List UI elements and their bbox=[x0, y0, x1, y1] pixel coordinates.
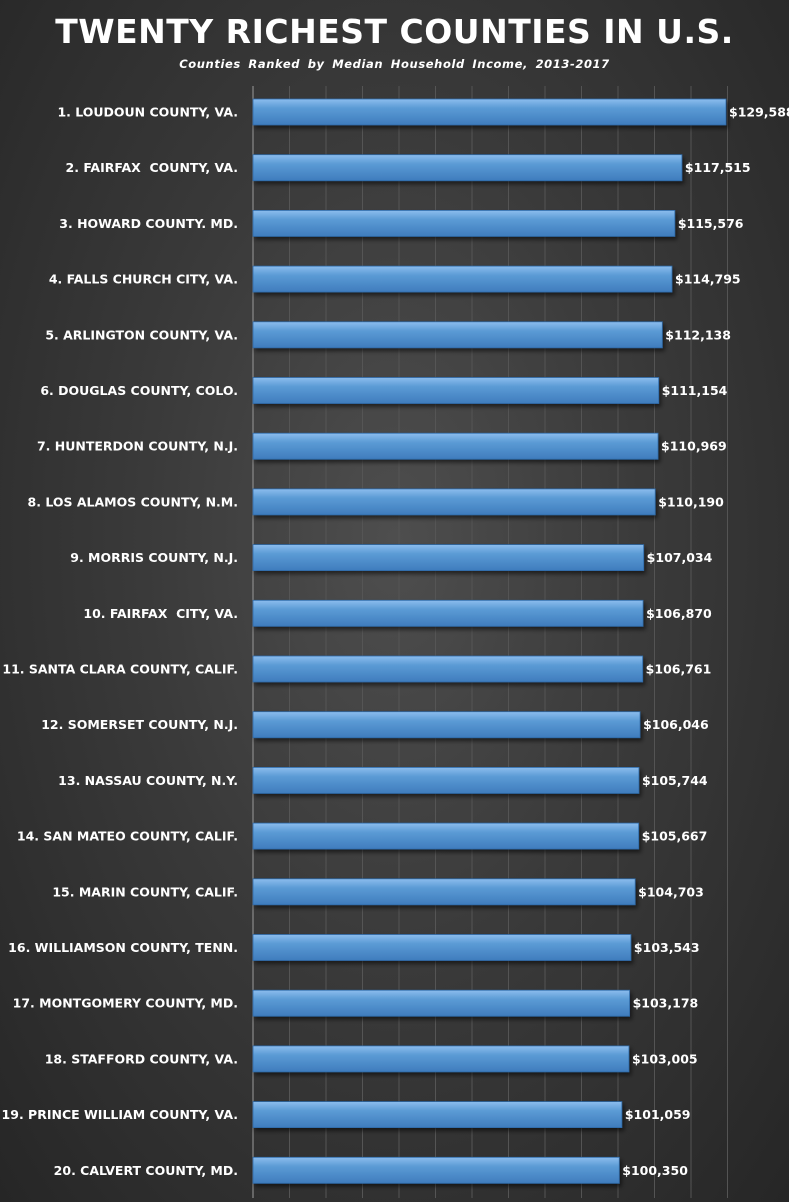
category-label: 12. SOMERSET COUNTY, N.J. bbox=[41, 717, 238, 732]
category-label: 9. MORRIS COUNTY, N.J. bbox=[70, 550, 238, 565]
value-label: $129,588 bbox=[729, 105, 789, 120]
value-label: $103,005 bbox=[632, 1051, 698, 1066]
bar bbox=[252, 432, 659, 460]
chart-title: TWENTY RICHEST COUNTIES IN U.S. bbox=[55, 12, 734, 51]
value-label: $110,969 bbox=[661, 439, 727, 454]
category-labels-group: 1. LOUDOUN COUNTY, VA. 2. FAIRFAX COUNTY,… bbox=[2, 105, 238, 1178]
category-label: 10. FAIRFAX CITY, VA. bbox=[83, 606, 238, 621]
gridlines bbox=[252, 86, 729, 1198]
category-label: 8. LOS ALAMOS COUNTY, N.M. bbox=[28, 494, 238, 509]
category-label: 5. ARLINGTON COUNTY, VA. bbox=[45, 327, 238, 342]
chart-subtitle: Counties Ranked by Median Household Inco… bbox=[179, 57, 610, 71]
bar bbox=[252, 544, 645, 571]
bar bbox=[252, 989, 631, 1017]
bar bbox=[252, 934, 632, 961]
bar bbox=[252, 98, 727, 126]
category-label: 3. HOWARD COUNTY. MD. bbox=[59, 216, 238, 231]
category-label: 1. LOUDOUN COUNTY, VA. bbox=[57, 105, 238, 120]
bar bbox=[252, 488, 656, 516]
value-label: $106,046 bbox=[643, 717, 709, 732]
bar bbox=[252, 599, 644, 627]
bar bbox=[252, 1156, 620, 1184]
value-label: $117,515 bbox=[685, 160, 751, 175]
value-label: $106,761 bbox=[646, 662, 712, 677]
value-label: $101,059 bbox=[625, 1107, 691, 1122]
value-label: $103,178 bbox=[633, 996, 699, 1011]
category-label: 15. MARIN COUNTY, CALIF. bbox=[52, 884, 238, 899]
value-label: $110,190 bbox=[658, 494, 724, 509]
category-label: 20. CALVERT COUNTY, MD. bbox=[54, 1163, 238, 1178]
bar bbox=[252, 822, 640, 850]
value-label: $104,703 bbox=[638, 884, 704, 899]
value-label: $105,667 bbox=[642, 829, 708, 844]
category-label: 17. MONTGOMERY COUNTY, MD. bbox=[13, 996, 238, 1011]
bar bbox=[252, 878, 636, 906]
bar bbox=[252, 1101, 623, 1128]
category-label: 6. DOUGLAS COUNTY, COLO. bbox=[40, 383, 238, 398]
bar bbox=[252, 711, 641, 739]
bar bbox=[252, 209, 676, 237]
value-label: $111,154 bbox=[662, 383, 728, 398]
value-label: $103,543 bbox=[634, 940, 700, 955]
category-label: 11. SANTA CLARA COUNTY, CALIF. bbox=[2, 662, 238, 677]
value-label: $114,795 bbox=[675, 272, 741, 287]
category-label: 18. STAFFORD COUNTY, VA. bbox=[45, 1051, 238, 1066]
bars-group bbox=[252, 98, 727, 1184]
category-label: 16. WILLIAMSON COUNTY, TENN. bbox=[8, 940, 238, 955]
value-label: $106,870 bbox=[646, 606, 712, 621]
category-label: 13. NASSAU COUNTY, N.Y. bbox=[58, 773, 238, 788]
bar bbox=[252, 1045, 630, 1073]
value-label: $100,350 bbox=[622, 1163, 688, 1178]
value-label: $105,744 bbox=[642, 773, 708, 788]
category-label: 19. PRINCE WILLIAM COUNTY, VA. bbox=[2, 1107, 238, 1122]
value-label: $112,138 bbox=[665, 327, 731, 342]
category-label: 2. FAIRFAX COUNTY, VA. bbox=[66, 160, 238, 175]
bar bbox=[252, 655, 644, 683]
category-label: 4. FALLS CHURCH CITY, VA. bbox=[49, 272, 238, 287]
category-label: 7. HUNTERDON COUNTY, N.J. bbox=[37, 439, 238, 454]
value-label: $115,576 bbox=[678, 216, 744, 231]
bar bbox=[252, 154, 683, 182]
bar bbox=[252, 377, 660, 404]
value-labels-group: $129,588 $117,515 $115,576 $114,795 $112,138… bbox=[622, 105, 789, 1178]
bar bbox=[252, 321, 663, 349]
bar bbox=[252, 767, 640, 794]
value-label: $107,034 bbox=[647, 550, 713, 565]
bar bbox=[252, 265, 673, 293]
category-label: 14. SAN MATEO COUNTY, CALIF. bbox=[17, 829, 238, 844]
